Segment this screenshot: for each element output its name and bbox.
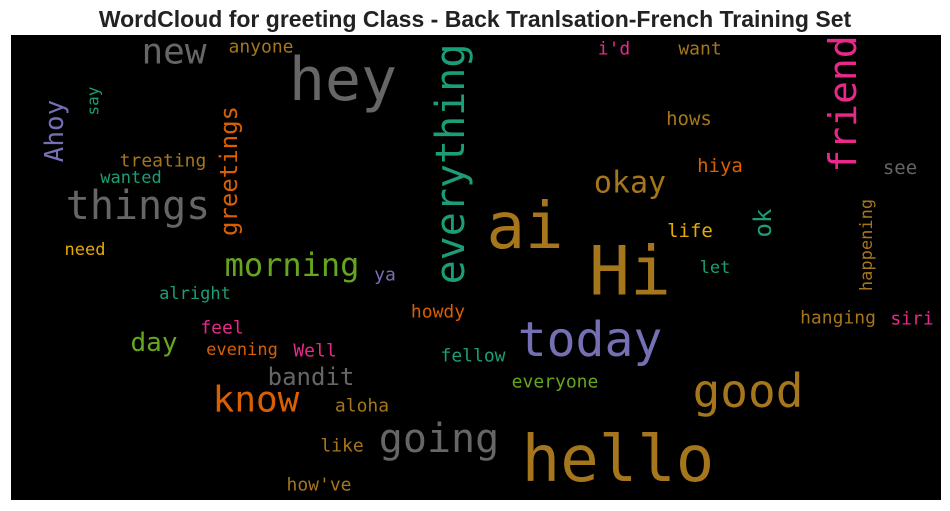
- word-wanted: wanted: [100, 168, 161, 188]
- wordcloud-canvas: hey new anyone i'd want everything friend say Ah…: [11, 35, 941, 500]
- word-hanging: hanging: [800, 308, 876, 329]
- word-see: see: [883, 157, 917, 179]
- word-need: need: [65, 240, 106, 260]
- word-howdy: howdy: [411, 302, 465, 323]
- word-fellow: fellow: [440, 346, 505, 367]
- word-ok: ok: [749, 208, 777, 237]
- word-new: new: [141, 35, 206, 73]
- word-feel: feel: [200, 318, 243, 339]
- word-hi: Hi: [589, 233, 671, 312]
- word-siri: siri: [890, 309, 933, 330]
- word-ai: ai: [486, 190, 563, 264]
- word-day: day: [131, 328, 178, 358]
- word-hows: hows: [666, 108, 712, 130]
- word-life: life: [667, 220, 713, 242]
- word-well: Well: [293, 341, 336, 362]
- word-like: like: [320, 436, 363, 457]
- word-hello: hello: [522, 423, 715, 497]
- word-say: say: [84, 86, 103, 115]
- word-going: going: [379, 416, 499, 462]
- word-everyone: everyone: [512, 372, 599, 393]
- word-happening: happening: [857, 199, 877, 291]
- chart-title: WordCloud for greeting Class - Back Tran…: [98, 6, 852, 32]
- word-today: today: [518, 312, 663, 368]
- word-want: want: [678, 39, 721, 60]
- word-morning: morning: [225, 246, 360, 284]
- word-how-ve: how've: [286, 475, 351, 496]
- word-treating: treating: [120, 151, 207, 172]
- word-evening: evening: [206, 340, 278, 360]
- word-let: let: [700, 258, 731, 278]
- word-know: know: [213, 380, 300, 421]
- word-hiya: hiya: [697, 155, 743, 177]
- word-alright: alright: [159, 284, 231, 304]
- word-aloha: aloha: [335, 396, 389, 417]
- word-anyone: anyone: [228, 37, 293, 58]
- word-everything: everything: [428, 44, 474, 285]
- word-okay: okay: [594, 166, 666, 201]
- word-good: good: [693, 364, 804, 418]
- word-friend: friend: [821, 35, 865, 172]
- word-i-d: i'd: [598, 39, 631, 60]
- word-hey: hey: [289, 45, 397, 115]
- wordcloud-svg: hey new anyone i'd want everything friend say Ah…: [40, 35, 934, 497]
- word-greetings: greetings: [215, 106, 243, 236]
- word-bandit: bandit: [268, 363, 355, 391]
- word-ahoy: Ahoy: [40, 100, 70, 163]
- word-things: things: [66, 183, 211, 229]
- word-ya: ya: [374, 265, 396, 286]
